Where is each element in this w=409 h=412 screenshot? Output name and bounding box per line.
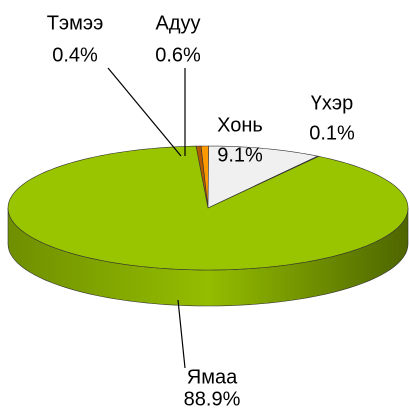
slice-value-label: 0.6% bbox=[155, 44, 201, 66]
slice-label: Адуу bbox=[155, 12, 200, 34]
pie bbox=[7, 145, 409, 307]
slice bbox=[7, 145, 409, 271]
leader-line bbox=[177, 299, 186, 369]
slice-label: Тэмээ bbox=[47, 12, 104, 34]
slice-value-label: 9.1% bbox=[217, 144, 263, 166]
slice-value-label: 0.4% bbox=[52, 44, 98, 66]
slice bbox=[207, 145, 319, 209]
slice-label: Ямаа bbox=[187, 366, 238, 388]
slice-label: Үхэр bbox=[311, 92, 353, 114]
slice-value-label: 0.1% bbox=[309, 122, 355, 144]
slice-label: Хонь bbox=[217, 114, 263, 136]
leader-line bbox=[107, 67, 182, 157]
slice-value-label: 88.9% bbox=[184, 388, 241, 410]
